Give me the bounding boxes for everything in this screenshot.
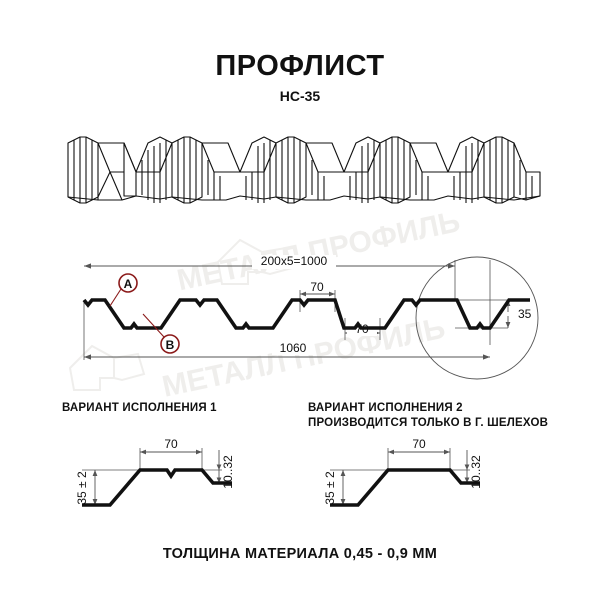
page-title: ПРОФЛИСТ	[215, 50, 385, 82]
callout-a: A	[109, 273, 138, 307]
callout-a-circle	[118, 273, 138, 293]
variant-2-lip-label: 10..32	[469, 455, 483, 489]
variant-1-lip-label: 10..32	[221, 455, 235, 489]
variant-1-heading: ВАРИАНТ ИСПОЛНЕНИЯ 1	[62, 402, 217, 414]
page-subtitle: НС-35	[279, 88, 321, 104]
variant-1-dim-width	[140, 449, 202, 455]
dim-height-label: 35	[518, 307, 532, 321]
callout-b-label: B	[166, 338, 175, 352]
callout-b: B	[142, 313, 180, 354]
variant-2-width-label: 70	[412, 437, 426, 451]
extension-lines	[83, 260, 508, 360]
variant-1-dim-height	[92, 470, 98, 505]
variant-2-dim-height	[340, 470, 346, 505]
variant-2-dim-width	[388, 449, 450, 455]
callout-b-leader	[142, 313, 165, 338]
dim-line-crest	[300, 291, 335, 297]
variant-2-heading: ВАРИАНТ ИСПОЛНЕНИЯ 2	[308, 402, 463, 414]
dim-crest-label: 70	[310, 280, 324, 294]
variant-2-profile	[330, 468, 480, 507]
dim-top-label: 200x5=1000	[261, 254, 328, 268]
variant-2-height-label: 35 ± 2	[323, 471, 337, 505]
dim-label-bg	[272, 340, 314, 355]
dim-line-bottom	[84, 354, 490, 360]
material-thickness-note: ТОЛЩИНА МАТЕРИАЛА 0,45 - 0,9 ММ	[162, 546, 438, 562]
dim-bottom-label: 1060	[280, 341, 307, 355]
variant-2-dim-lip	[464, 450, 470, 483]
variant-1-profile	[82, 468, 232, 507]
callout-a-label: A	[124, 277, 133, 291]
watermark-logo	[68, 344, 146, 391]
variant-1-dim-lip	[216, 450, 222, 483]
callout-a-leader	[109, 288, 122, 307]
iso-sheet-body	[67, 136, 541, 204]
callout-b-circle	[160, 334, 180, 354]
profile-section-outline	[82, 298, 530, 330]
variant-1-height-label: 35 ± 2	[75, 471, 89, 505]
detail-zoom-circle	[415, 256, 539, 380]
dim-label-bg	[252, 255, 336, 269]
variant-2-subheading: ПРОИЗВОДИТСЯ ТОЛЬКО В Г. ШЕЛЕХОВ	[308, 417, 549, 429]
variant-1-width-label: 70	[164, 437, 178, 451]
